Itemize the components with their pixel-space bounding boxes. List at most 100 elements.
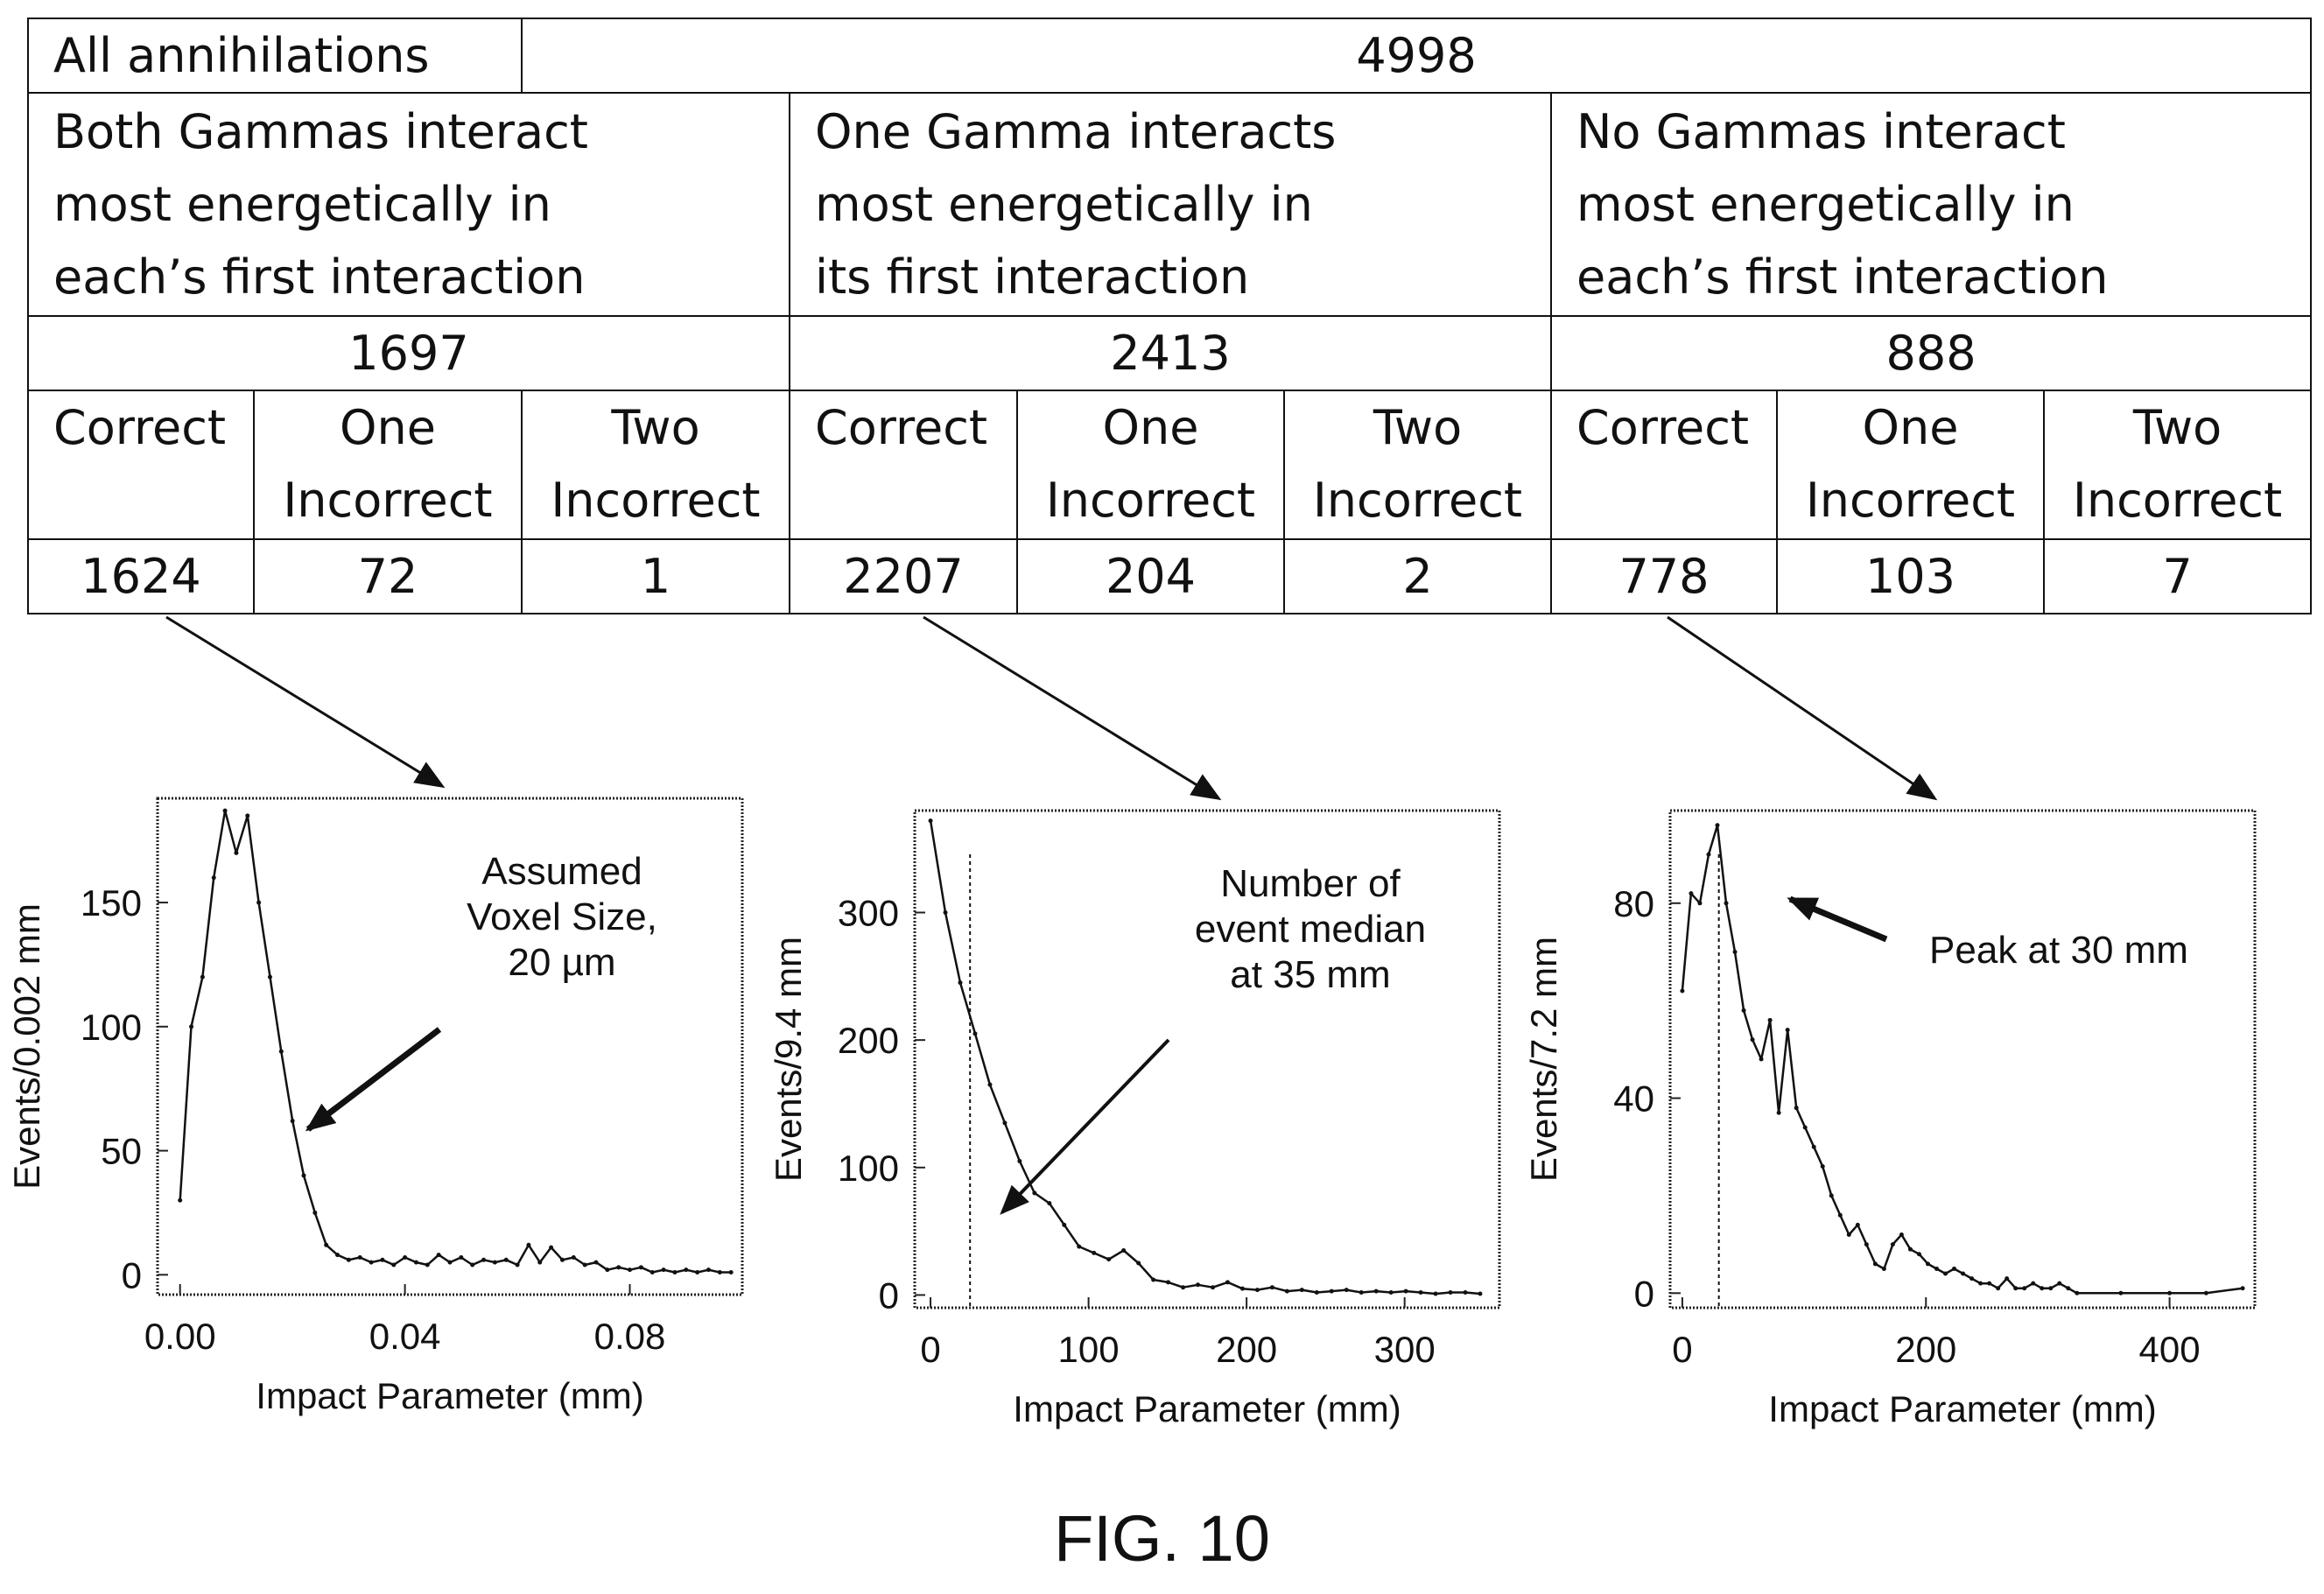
y-tick-label: 150 xyxy=(81,882,142,923)
plot-2: 0 100 200 300 0 100 200 300 Impact Parameter (mm… xyxy=(768,809,1501,1429)
data-point xyxy=(958,980,963,986)
data-point xyxy=(1254,1288,1260,1293)
data-point xyxy=(2022,1286,2027,1291)
count-cell: 2207 xyxy=(789,538,1018,614)
col-header: Two Incorrect xyxy=(1283,390,1552,540)
y-tick-label: 0 xyxy=(122,1254,142,1296)
x-axis-label: Impact Parameter (mm) xyxy=(1768,1388,2156,1429)
data-point xyxy=(605,1267,610,1273)
col-header: One Incorrect xyxy=(1016,390,1285,540)
x-tick-label: 100 xyxy=(1058,1329,1120,1370)
y-tick-label: 300 xyxy=(838,893,899,934)
x-tick-label: 200 xyxy=(1216,1329,1277,1370)
data-point xyxy=(1855,1222,1860,1227)
y-axis-label: Events/9.4 mm xyxy=(768,937,809,1182)
plot-frame xyxy=(1668,809,2257,1310)
data-point xyxy=(515,1262,520,1267)
data-point xyxy=(684,1267,689,1273)
data-point xyxy=(1106,1257,1112,1262)
data-point xyxy=(245,813,250,818)
data-point xyxy=(1802,1125,1808,1130)
data-point xyxy=(1916,1252,1921,1257)
data-point xyxy=(211,875,216,881)
x-tick-label: 300 xyxy=(1374,1329,1436,1370)
x-tick-label: 200 xyxy=(1895,1329,1956,1370)
col-header: Correct xyxy=(1550,390,1778,540)
data-point xyxy=(1136,1260,1141,1266)
data-point xyxy=(1969,1276,1975,1282)
data-point xyxy=(301,1173,306,1178)
data-point xyxy=(2048,1286,2054,1291)
all-annihilations-label: All annihilations xyxy=(27,18,523,94)
data-point xyxy=(1151,1277,1156,1282)
data-point xyxy=(1776,1110,1781,1115)
data-point xyxy=(1724,901,1729,906)
data-point xyxy=(1463,1290,1468,1296)
data-point xyxy=(537,1260,543,1265)
data-point xyxy=(1706,852,1711,857)
count-cell: 1 xyxy=(521,538,790,614)
data-point xyxy=(2066,1286,2071,1291)
annotation-text: Voxel Size, xyxy=(467,895,657,938)
connector-arrow xyxy=(923,615,1222,801)
data-point xyxy=(1002,1120,1008,1126)
y-tick-label: 100 xyxy=(838,1148,899,1189)
data-point xyxy=(290,1119,295,1124)
data-point xyxy=(672,1269,678,1274)
data-point xyxy=(928,818,933,824)
data-point xyxy=(571,1254,576,1260)
data-point xyxy=(1329,1289,1334,1294)
data-point xyxy=(616,1265,621,1270)
data-point xyxy=(1872,1261,1878,1267)
data-point xyxy=(2203,1290,2208,1296)
data-point xyxy=(1864,1242,1869,1247)
data-point xyxy=(1196,1282,1201,1288)
x-axis-label: Impact Parameter (mm) xyxy=(256,1375,643,1416)
plot-3: 0 200 400 0 40 80 Impact Parameter (mm) Events/… xyxy=(1523,809,2257,1429)
data-point xyxy=(649,1269,655,1274)
data-point xyxy=(481,1257,487,1262)
data-point xyxy=(1689,891,1694,896)
data-point xyxy=(549,1245,554,1250)
data-point xyxy=(403,1254,408,1260)
data-point xyxy=(2040,1286,2045,1291)
y-tick-label: 0 xyxy=(879,1274,899,1316)
data-point xyxy=(695,1269,700,1274)
x-tick-label: 0.00 xyxy=(144,1316,216,1357)
data-point xyxy=(324,1242,329,1247)
data-point xyxy=(1741,1008,1746,1013)
data-point xyxy=(492,1260,497,1265)
data-point xyxy=(1269,1285,1274,1290)
plot-frame xyxy=(156,797,744,1296)
data-point xyxy=(1890,1242,1895,1247)
count-cell: 2 xyxy=(1283,538,1552,614)
connector-arrow xyxy=(165,615,446,789)
data-point xyxy=(1062,1222,1067,1227)
group-one-heading: One Gamma interacts most energetically in… xyxy=(789,92,1552,317)
all-annihilations-value: 4998 xyxy=(520,18,2313,94)
data-point xyxy=(1759,1057,1764,1062)
y-tick-label: 40 xyxy=(1613,1078,1654,1120)
col-header: Correct xyxy=(789,390,1018,540)
x-tick-label: 0.08 xyxy=(594,1316,666,1357)
data-point xyxy=(2005,1276,2010,1282)
data-series-line xyxy=(1681,824,2243,1295)
data-point xyxy=(1881,1266,1886,1271)
data-point xyxy=(1934,1266,1939,1271)
count-cell: 72 xyxy=(253,538,523,614)
data-point xyxy=(447,1260,453,1265)
group-one-total: 2413 xyxy=(789,315,1552,391)
data-point xyxy=(1961,1271,1966,1276)
data-point xyxy=(1433,1291,1438,1296)
count-cell: 103 xyxy=(1776,538,2045,614)
data-point xyxy=(1359,1290,1364,1296)
data-point xyxy=(189,1024,194,1029)
data-point xyxy=(1732,949,1738,954)
annotation-arrow xyxy=(1787,895,1888,943)
connector-arrow xyxy=(1667,615,1938,801)
data-point xyxy=(1943,1271,1948,1276)
count-cell: 1624 xyxy=(27,538,255,614)
annotation-arrow xyxy=(305,1027,442,1132)
data-point xyxy=(628,1267,633,1273)
